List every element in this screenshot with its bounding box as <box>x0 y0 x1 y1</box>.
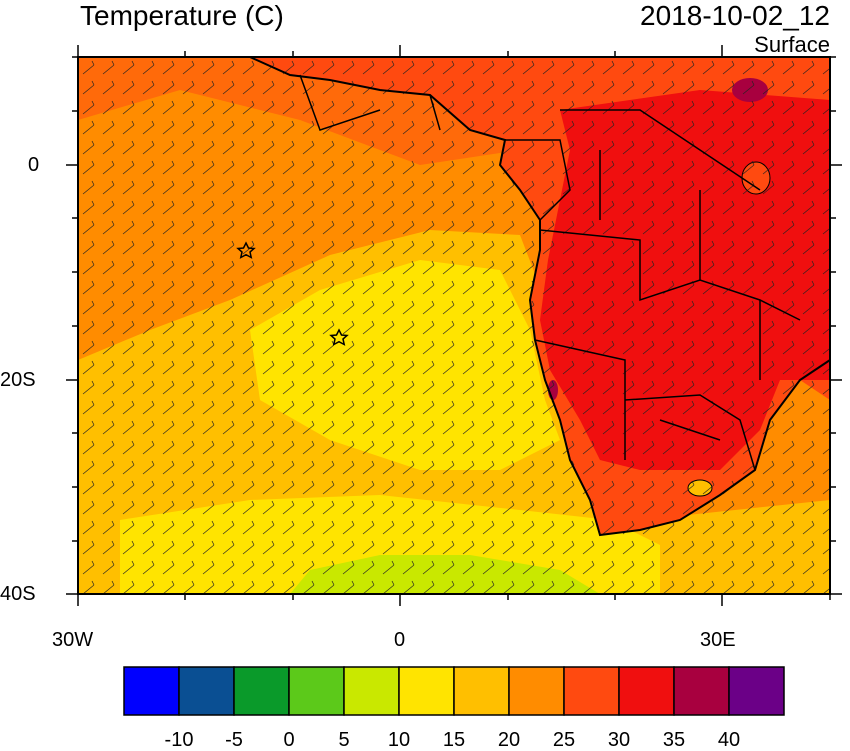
colorbar-swatch <box>728 666 785 716</box>
colorbar-label: 30 <box>607 729 631 751</box>
y-ticks <box>66 56 842 595</box>
colorbar-label: 40 <box>717 729 741 751</box>
colorbar-label: 0 <box>283 729 295 751</box>
colorbar-swatch <box>508 666 565 716</box>
colorbar-label: 35 <box>662 729 686 751</box>
colorbar-swatch <box>233 666 290 716</box>
y-label-20s: 20S <box>0 369 36 391</box>
colorbar-swatch <box>563 666 620 716</box>
colorbar-swatch <box>453 666 510 716</box>
colorbar-swatch <box>178 666 235 716</box>
colorbar-swatch <box>618 666 675 716</box>
colorbar-swatch <box>343 666 400 716</box>
y-label-40s: 40S <box>0 583 36 605</box>
colorbar-label: -5 <box>225 729 243 751</box>
colorbar-swatch <box>123 666 180 716</box>
colorbar-swatch <box>398 666 455 716</box>
colorbar-swatch <box>288 666 345 716</box>
star-marker <box>329 328 349 346</box>
colorbar-label: 5 <box>338 729 350 751</box>
x-ticks <box>77 45 831 606</box>
colorbar-label: -10 <box>164 729 194 751</box>
star-marker <box>236 241 256 259</box>
colorbar-label: 10 <box>387 729 411 751</box>
x-label-30e: 30E <box>700 629 736 651</box>
country-borders <box>299 74 801 471</box>
level-label: Surface <box>754 32 830 57</box>
colorbar-label: 15 <box>442 729 466 751</box>
colorbar <box>123 666 785 716</box>
x-label-30w: 30W <box>52 629 94 651</box>
y-label-0: 0 <box>28 154 40 176</box>
x-label-0: 0 <box>394 629 406 651</box>
colorbar-label: 25 <box>552 729 576 751</box>
wind-barbs <box>78 57 830 594</box>
colorbar-label: 20 <box>497 729 521 751</box>
colorbar-swatch <box>673 666 730 716</box>
field-title: Temperature (C) <box>80 0 284 31</box>
valid-time: 2018-10-02_12 <box>640 0 830 31</box>
